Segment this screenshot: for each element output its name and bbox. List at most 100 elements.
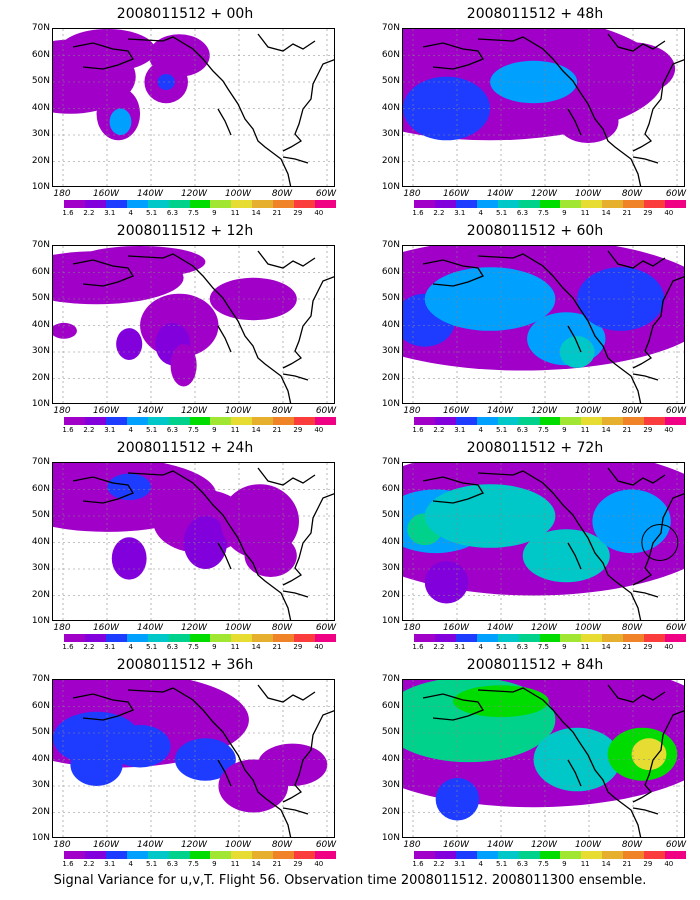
colorbar — [64, 200, 336, 208]
latitude-label: 30N — [381, 129, 400, 139]
colorbar-label: 14 — [601, 426, 611, 434]
colorbar-swatch — [581, 417, 603, 425]
colorbar-swatch — [168, 417, 190, 425]
colorbar-label: 29 — [293, 426, 303, 434]
colorbar-swatch — [518, 851, 540, 859]
colorbar-swatch — [147, 634, 169, 642]
coastline — [282, 373, 309, 381]
colorbar-label: 21 — [272, 209, 282, 217]
longitude-label: 140W — [486, 406, 514, 416]
colorbar-swatch — [644, 200, 666, 208]
colorbar-label: 29 — [293, 643, 303, 651]
forecast-panel: 2008011512 + 48h 70N 60N 50N 40N 30N 20N 10N 180… — [370, 0, 700, 217]
colorbar-label: 4 — [128, 643, 133, 651]
colorbar-labels: 1.6 2.2 3.1 4 5.1 6.3 7.5 9 11 14 21 29 40 — [410, 209, 690, 217]
colorbar-label: 5.1 — [496, 426, 508, 434]
colorbar-label: 40 — [314, 643, 324, 651]
coastline — [607, 33, 666, 52]
colorbar-label: 6.3 — [166, 426, 179, 434]
longitude-label: 120W — [530, 840, 558, 850]
colorbar-swatch — [497, 200, 519, 208]
colorbar-label: 1.6 — [412, 426, 424, 434]
colorbar-label: 21 — [272, 426, 282, 434]
colorbar-swatch — [665, 200, 686, 208]
variance-contour — [174, 738, 236, 781]
colorbar-swatch — [539, 200, 561, 208]
colorbar-swatch — [644, 851, 666, 859]
variance-contour — [424, 484, 556, 548]
variance-map — [52, 245, 335, 404]
longitude-label: 80W — [621, 406, 643, 416]
coastline — [257, 684, 316, 703]
variance-map — [402, 245, 685, 404]
variance-contour — [111, 537, 147, 580]
latitude-label: 40N — [31, 753, 50, 764]
colorbar-label: 40 — [664, 426, 674, 434]
colorbar-label: 21 — [272, 643, 282, 651]
colorbar-label: 7.5 — [537, 209, 549, 217]
colorbar-swatch — [623, 634, 645, 642]
colorbar-label: 40 — [314, 860, 324, 868]
colorbar-label: 4 — [478, 426, 483, 434]
coastline — [282, 156, 309, 164]
longitude-label: 180 — [53, 840, 71, 850]
colorbar-swatch — [518, 200, 540, 208]
colorbar — [414, 417, 686, 425]
coastline — [607, 250, 666, 269]
colorbar-swatch — [84, 634, 106, 642]
longitude-label: 160W — [442, 406, 470, 416]
latitude-label: 60N — [31, 266, 50, 277]
colorbar-label: 5.1 — [146, 643, 158, 651]
colorbar-swatch — [518, 417, 540, 425]
colorbar-label: 14 — [251, 426, 261, 434]
colorbar-label: 3.1 — [454, 426, 466, 434]
colorbar-label: 29 — [643, 426, 653, 434]
colorbar-label: 40 — [664, 860, 674, 868]
panel-title: 2008011512 + 84h — [466, 657, 604, 673]
variance-contour — [170, 344, 197, 387]
colorbar-swatch — [84, 851, 106, 859]
longitude-label: 180 — [403, 406, 421, 416]
longitude-label: 120W — [180, 840, 208, 850]
latitude-label: 40N — [381, 753, 400, 764]
latitude-label: 70N — [31, 23, 50, 33]
latitude-label: 20N — [31, 806, 50, 817]
colorbar-label: 21 — [272, 860, 282, 868]
coastline — [217, 108, 232, 136]
longitude-label: 80W — [271, 189, 293, 199]
coastline — [477, 687, 684, 837]
coastline — [632, 807, 659, 815]
colorbar-swatch — [273, 200, 295, 208]
colorbar-label: 40 — [664, 643, 674, 651]
longitude-label: 60W — [315, 840, 337, 850]
variance-contour — [533, 727, 621, 792]
colorbar-label: 14 — [251, 643, 261, 651]
colorbar-swatch — [497, 417, 519, 425]
latitude-label: 60N — [381, 700, 400, 711]
colorbar-label: 14 — [251, 209, 261, 217]
colorbar-label: 11 — [580, 426, 590, 434]
colorbar-label: 6.3 — [516, 860, 529, 868]
colorbar-swatch — [126, 417, 148, 425]
coastline — [477, 36, 684, 186]
colorbar-label: 21 — [622, 426, 632, 434]
coastline — [282, 807, 309, 815]
colorbar-label: 1.6 — [62, 209, 74, 217]
colorbar-swatch — [273, 851, 295, 859]
colorbar-swatch — [623, 417, 645, 425]
colorbar-label: 9 — [562, 860, 567, 868]
colorbar-swatch — [210, 200, 232, 208]
colorbar-swatch — [455, 200, 477, 208]
colorbar-label: 3.1 — [104, 426, 116, 434]
colorbar-swatch — [64, 634, 85, 642]
latitude-label: 50N — [31, 293, 50, 303]
colorbar-swatch — [476, 417, 498, 425]
coastline — [282, 590, 309, 598]
latitude-label: 10N — [31, 182, 50, 192]
colorbar-label: 1.6 — [412, 209, 424, 217]
latitude-label: 20N — [381, 372, 400, 383]
colorbar — [64, 634, 336, 642]
colorbar-label: 29 — [643, 860, 653, 868]
longitude-label: 60W — [315, 623, 337, 633]
colorbar-swatch — [294, 417, 316, 425]
